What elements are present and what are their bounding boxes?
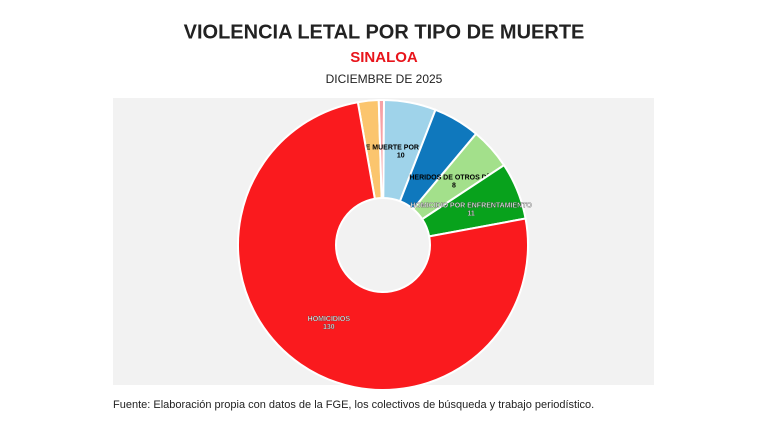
chart-title: VIOLENCIA LETAL POR TIPO DE MUERTE: [184, 21, 585, 43]
segment-label: HOMICIDIO POR ENFRENTAMIENTO: [410, 202, 532, 209]
chart-subtitle: SINALOA: [350, 49, 418, 66]
segment-label: HOMICIDIOS: [308, 316, 351, 323]
segment-label: CAUSA DE MUERTE POR DETERMINAR: [334, 145, 468, 152]
segment-value: 11: [467, 210, 475, 217]
source-note: Fuente: Elaboración propia con datos de …: [113, 399, 594, 411]
segment-value: 8: [452, 183, 456, 190]
segment-label: HERIDOS DE OTROS DÍAS: [409, 173, 498, 182]
segment-value: 10: [397, 153, 405, 160]
chart-date: DICIEMBRE DE 2025: [326, 72, 443, 86]
donut-segment: [237, 101, 529, 391]
segment-value: 130: [323, 324, 335, 331]
